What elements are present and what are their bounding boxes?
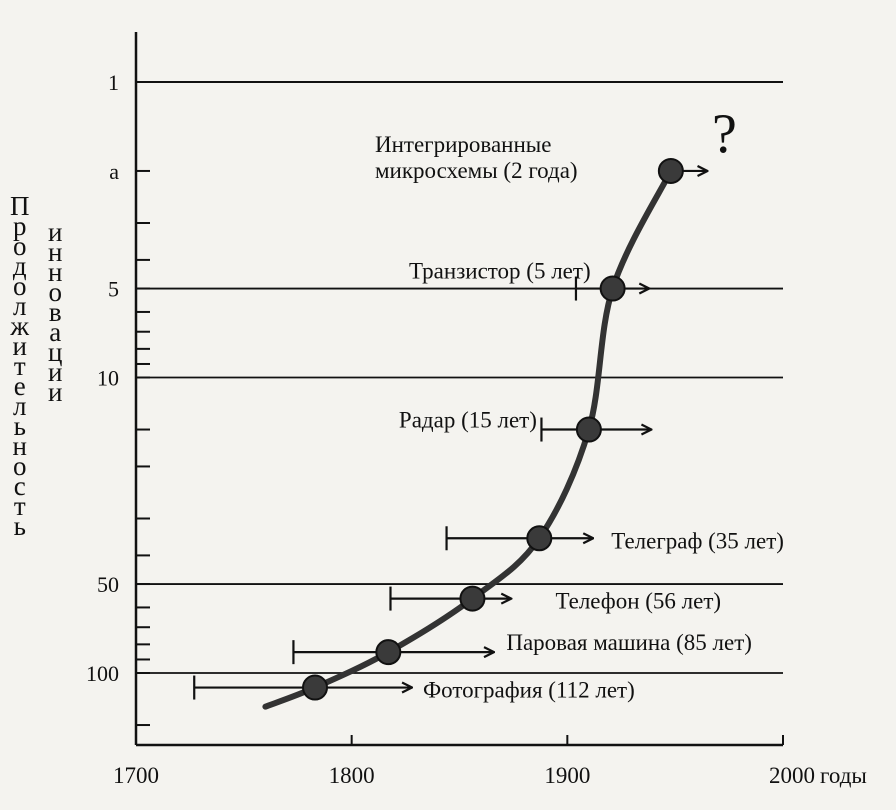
data-point xyxy=(599,275,626,302)
data-label: микросхемы (2 года) xyxy=(375,158,578,183)
data-label: Транзистор (5 лет) xyxy=(409,259,591,284)
data-label: Паровая машина (85 лет) xyxy=(506,630,752,655)
x-tick-label: 1900 xyxy=(544,763,590,788)
x-tick-label: 1700 xyxy=(113,763,159,788)
trend-curve xyxy=(262,167,674,710)
data-point xyxy=(375,639,402,666)
question-annotation: ? xyxy=(712,103,737,165)
data-label: Телеграф (35 лет) xyxy=(611,528,784,553)
y-tick-label: 100 xyxy=(86,661,119,686)
x-tick-label: 2000 xyxy=(769,763,815,788)
x-axis-label: годы xyxy=(820,763,867,788)
data-point xyxy=(657,157,684,184)
data-point xyxy=(459,585,486,612)
y-tick-label: 50 xyxy=(97,572,119,597)
data-label: Радар (15 лет) xyxy=(399,408,537,433)
data-point xyxy=(302,674,329,701)
y-tick-label: 10 xyxy=(97,366,119,391)
data-label: Телефон (56 лет) xyxy=(555,589,721,614)
data-point xyxy=(526,525,553,552)
x-tick-label: 1800 xyxy=(329,763,375,788)
y-tick-label: 5 xyxy=(108,277,119,302)
y-tick-label: 1 xyxy=(108,70,119,95)
data-point xyxy=(575,416,602,443)
data-label: Интегрированные xyxy=(375,132,551,157)
data-label: Фотография (112 лет) xyxy=(423,678,635,703)
y-tick-label: a xyxy=(109,159,119,184)
